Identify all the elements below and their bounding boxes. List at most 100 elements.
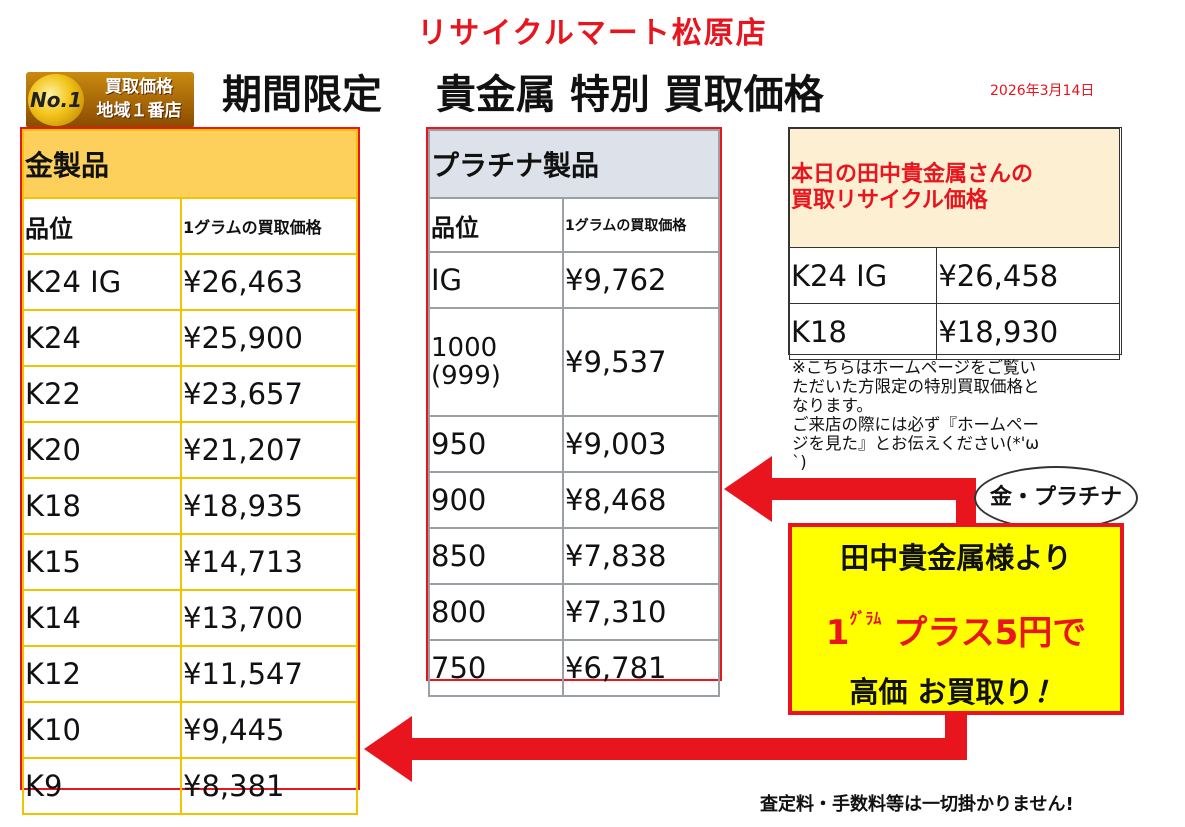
price-cell: ¥25,900 xyxy=(180,309,358,367)
grade-cell: K10 xyxy=(22,701,182,759)
notice-line: ※こちらはホームページをご覧い xyxy=(792,358,1037,377)
price-cell: ¥8,381 xyxy=(180,757,358,815)
promo-line3: 高価 お買取り！ xyxy=(792,669,1120,711)
reference-title-line1: 本日の田中貴金属さんの xyxy=(791,162,1034,187)
badge-line2: 地域１番店 xyxy=(96,101,182,121)
table-row: IG ¥9,762 xyxy=(428,251,720,309)
grade-cell: K20 xyxy=(22,421,182,479)
table-row: K20 ¥21,207 xyxy=(22,421,358,479)
arrow-to-platinum-icon xyxy=(724,456,976,528)
platinum-col-grade: 品位 xyxy=(428,197,564,253)
table-row: 850 ¥7,838 xyxy=(428,527,720,585)
table-row: K15 ¥14,713 xyxy=(22,533,358,591)
arrow-to-gold-icon xyxy=(364,712,967,782)
price-cell: ¥7,838 xyxy=(562,527,720,585)
notice-line: `) xyxy=(792,453,807,472)
table-row: K18 ¥18,935 xyxy=(22,477,358,535)
badge-text: 買取価格 地域１番店 xyxy=(86,75,192,123)
platinum-col-price: 1グラムの買取価格 xyxy=(562,197,720,253)
platinum-price-table: プラチナ製品 品位 1グラムの買取価格 IG ¥9,762 1000 (999) ¥9,… xyxy=(428,129,720,697)
table-row: K9 ¥8,381 xyxy=(22,757,358,815)
platinum-price-panel: プラチナ製品 品位 1グラムの買取価格 IG ¥9,762 1000 (999) ¥9,… xyxy=(426,127,722,697)
promo-gram-unit: ｸﾞﾗﾑ xyxy=(849,609,882,628)
price-cell: ¥9,003 xyxy=(562,415,720,473)
reference-table-title: 本日の田中貴金属さんの 買取リサイクル価格 xyxy=(789,128,1120,248)
price-cell: ¥11,547 xyxy=(180,645,358,703)
grade-cell: K9 xyxy=(22,757,182,815)
reference-title-line2: 買取リサイクル価格 xyxy=(791,188,988,213)
badge-line1: 買取価格 xyxy=(105,77,173,97)
price-cell: ¥13,700 xyxy=(180,589,358,647)
price-cell: ¥23,657 xyxy=(180,365,358,423)
price-cell: ¥18,935 xyxy=(180,477,358,535)
price-cell: ¥9,537 xyxy=(562,307,720,417)
reference-price-panel: 本日の田中貴金属さんの 買取リサイクル価格 K24 IG ¥26,458 K18 ¥1… xyxy=(788,127,1122,360)
notice-line: ジを見た』とお伝えください(*'ω xyxy=(792,434,1040,453)
grade-cell: K24 xyxy=(22,309,182,367)
grade-cell: 850 xyxy=(428,527,564,585)
grade-cell: 1000 (999) xyxy=(428,307,564,417)
grade-cell: K18 xyxy=(788,303,938,360)
gold-col-grade: 品位 xyxy=(22,197,182,255)
reference-price-table: 本日の田中貴金属さんの 買取リサイクル価格 K24 IG ¥26,458 K18 ¥1… xyxy=(788,128,1120,360)
grade-cell: 900 xyxy=(428,471,564,529)
gold-price-panel: 金製品 品位 1グラムの買取価格 K24 IG ¥26,463 K24 ¥25,900… xyxy=(20,127,360,815)
table-row: K14 ¥13,700 xyxy=(22,589,358,647)
notice-line: ご来店の際には必ず『ホームペー xyxy=(792,415,1040,434)
table-row: 750 ¥6,781 xyxy=(428,639,720,697)
grade-main: 1000 xyxy=(431,333,498,363)
table-row: K24 IG ¥26,458 xyxy=(788,247,1120,304)
page-title: 期間限定 貴金属 特別 買取価格 xyxy=(222,72,824,118)
promo-line1: 田中貴金属様より xyxy=(840,541,1072,575)
gold-col-price: 1グラムの買取価格 xyxy=(180,197,358,255)
ranking-badge: No.1 買取価格 地域１番店 xyxy=(26,72,194,128)
notice-text: ※こちらはホームページをご覧い ただいた方限定の特別買取価格と なります。 ご来… xyxy=(792,358,1122,472)
table-row: K24 IG ¥26,463 xyxy=(22,253,358,311)
grade-cell: 800 xyxy=(428,583,564,641)
price-cell: ¥18,930 xyxy=(936,303,1120,360)
price-cell: ¥7,310 xyxy=(562,583,720,641)
grade-cell: 950 xyxy=(428,415,564,473)
table-row: K12 ¥11,547 xyxy=(22,645,358,703)
table-row: K22 ¥23,657 xyxy=(22,365,358,423)
no1-medal-icon: No.1 xyxy=(28,74,84,126)
footnote: 査定料・手数料等は一切掛かりません! xyxy=(760,794,1074,815)
notice-line: ただいた方限定の特別買取価格と xyxy=(792,377,1040,396)
promo-plus-text: プラス5円で xyxy=(881,613,1087,653)
table-row: 900 ¥8,468 xyxy=(428,471,720,529)
price-cell: ¥9,445 xyxy=(180,701,358,759)
grade-cell: K14 xyxy=(22,589,182,647)
price-cell: ¥6,781 xyxy=(562,639,720,697)
price-cell: ¥8,468 xyxy=(562,471,720,529)
grade-cell: K12 xyxy=(22,645,182,703)
table-row: K24 ¥25,900 xyxy=(22,309,358,367)
grade-cell: K15 xyxy=(22,533,182,591)
grade-cell: K18 xyxy=(22,477,182,535)
table-row: K18 ¥18,930 xyxy=(788,303,1120,360)
table-row: K10 ¥9,445 xyxy=(22,701,358,759)
price-cell: ¥21,207 xyxy=(180,421,358,479)
gold-table-title: 金製品 xyxy=(22,129,358,199)
table-row: 950 ¥9,003 xyxy=(428,415,720,473)
price-cell: ¥9,762 xyxy=(562,251,720,309)
promo-gram-number: 1 xyxy=(825,613,850,653)
date-label: 2026年3月14日 xyxy=(990,83,1095,99)
grade-cell: IG xyxy=(428,251,564,309)
price-cell: ¥26,463 xyxy=(180,253,358,311)
promo-exclaim: ！ xyxy=(1033,675,1063,709)
promo-buy-text: 高価 お買取り xyxy=(849,675,1034,709)
promo-box: 田中貴金属様より 1ｸﾞﾗﾑ プラス5円で 高価 お買取り！ xyxy=(788,523,1124,715)
grade-cell: 750 xyxy=(428,639,564,697)
promo-line2: 1ｸﾞﾗﾑ プラス5円で xyxy=(792,605,1120,654)
price-cell: ¥26,458 xyxy=(936,247,1120,304)
speech-bubble: 金・プラチナ xyxy=(974,466,1138,530)
grade-cell: K24 IG xyxy=(788,247,938,304)
gold-price-table: 金製品 品位 1グラムの買取価格 K24 IG ¥26,463 K24 ¥25,900… xyxy=(22,129,358,815)
platinum-table-title: プラチナ製品 xyxy=(428,129,720,199)
price-cell: ¥14,713 xyxy=(180,533,358,591)
grade-sub: (999) xyxy=(431,361,501,391)
notice-line: なります。 xyxy=(792,396,873,415)
store-name: リサイクルマート松原店 xyxy=(417,16,768,51)
grade-cell: K22 xyxy=(22,365,182,423)
